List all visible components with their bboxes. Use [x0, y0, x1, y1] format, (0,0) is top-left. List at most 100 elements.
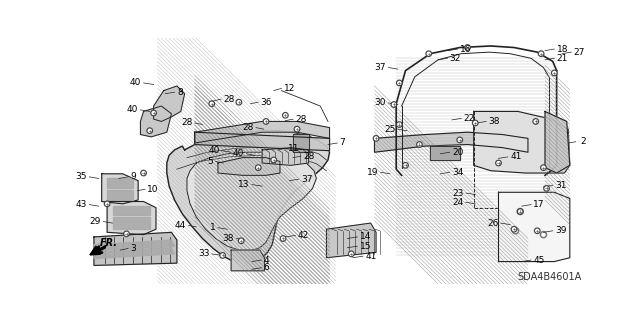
Polygon shape [94, 232, 177, 265]
Polygon shape [107, 190, 132, 200]
Text: 22: 22 [463, 114, 475, 123]
Text: 4: 4 [264, 256, 269, 264]
Circle shape [373, 136, 379, 141]
Circle shape [142, 172, 145, 174]
Polygon shape [167, 131, 330, 263]
Polygon shape [430, 146, 460, 160]
Circle shape [518, 210, 522, 213]
Text: 7: 7 [340, 138, 346, 147]
Circle shape [540, 52, 543, 55]
Polygon shape [102, 174, 138, 204]
Text: 6: 6 [264, 263, 269, 272]
Text: FR.: FR. [100, 238, 118, 248]
Polygon shape [218, 158, 280, 175]
Circle shape [271, 157, 276, 163]
Text: 21: 21 [557, 54, 568, 63]
Circle shape [152, 111, 155, 115]
Text: 31: 31 [555, 181, 566, 190]
Text: 28: 28 [303, 152, 315, 160]
Polygon shape [107, 202, 156, 235]
Circle shape [458, 138, 461, 141]
Text: 37: 37 [301, 175, 312, 184]
Text: 18: 18 [557, 45, 568, 54]
Text: 15: 15 [360, 242, 371, 251]
Circle shape [497, 161, 500, 165]
Text: 26: 26 [487, 219, 499, 227]
Text: 44: 44 [175, 221, 186, 230]
Text: 23: 23 [452, 189, 463, 197]
Text: 36: 36 [260, 98, 272, 107]
Text: 28: 28 [223, 95, 235, 104]
Circle shape [240, 239, 243, 242]
Text: 14: 14 [360, 233, 371, 241]
Circle shape [514, 229, 517, 232]
Circle shape [148, 129, 151, 132]
Circle shape [147, 128, 152, 133]
Polygon shape [326, 223, 376, 258]
Polygon shape [113, 206, 150, 215]
Text: 40: 40 [233, 149, 244, 158]
Circle shape [398, 123, 401, 126]
Circle shape [466, 46, 469, 49]
Circle shape [457, 137, 463, 143]
Text: 40: 40 [127, 105, 138, 115]
Text: 28: 28 [296, 115, 307, 124]
Circle shape [553, 71, 556, 74]
Text: 20: 20 [452, 148, 463, 157]
Circle shape [374, 137, 378, 140]
Text: 24: 24 [452, 198, 463, 207]
Text: 38: 38 [488, 117, 500, 126]
Polygon shape [293, 134, 308, 152]
Circle shape [221, 254, 224, 257]
Circle shape [125, 232, 128, 235]
Text: SDA4B4601A: SDA4B4601A [518, 272, 582, 282]
Circle shape [542, 233, 545, 236]
Polygon shape [374, 132, 528, 152]
Polygon shape [545, 111, 570, 173]
Text: 13: 13 [238, 180, 250, 189]
Polygon shape [113, 217, 150, 229]
Circle shape [538, 51, 544, 56]
Circle shape [541, 165, 546, 170]
Text: 40: 40 [130, 78, 141, 87]
Circle shape [544, 186, 549, 191]
Circle shape [257, 166, 260, 169]
Text: 11: 11 [288, 144, 300, 153]
Circle shape [392, 103, 396, 106]
Circle shape [540, 232, 547, 238]
Polygon shape [140, 106, 172, 137]
Circle shape [106, 202, 109, 205]
Circle shape [417, 142, 422, 147]
Text: 29: 29 [90, 217, 101, 226]
Circle shape [283, 113, 288, 118]
Circle shape [236, 100, 241, 105]
Circle shape [272, 159, 275, 161]
Text: 28: 28 [242, 123, 253, 132]
Circle shape [284, 114, 287, 117]
Text: 33: 33 [198, 249, 209, 258]
Text: 37: 37 [374, 63, 386, 72]
Polygon shape [94, 248, 175, 258]
Text: 16: 16 [460, 45, 471, 54]
Circle shape [536, 229, 539, 232]
Circle shape [465, 45, 470, 50]
Circle shape [280, 236, 286, 241]
Polygon shape [474, 111, 570, 173]
Text: 32: 32 [450, 54, 461, 63]
Text: 45: 45 [533, 256, 545, 264]
Text: 41: 41 [510, 152, 522, 161]
Circle shape [151, 110, 156, 116]
Circle shape [428, 52, 430, 55]
Circle shape [518, 210, 522, 213]
Circle shape [282, 237, 285, 240]
Circle shape [513, 228, 515, 231]
Circle shape [518, 209, 523, 214]
Circle shape [209, 101, 214, 107]
Circle shape [511, 226, 516, 232]
Text: 41: 41 [365, 252, 376, 261]
Circle shape [296, 128, 298, 130]
Circle shape [391, 102, 397, 107]
Text: 3: 3 [131, 244, 136, 253]
Circle shape [517, 208, 524, 215]
Circle shape [124, 231, 129, 237]
